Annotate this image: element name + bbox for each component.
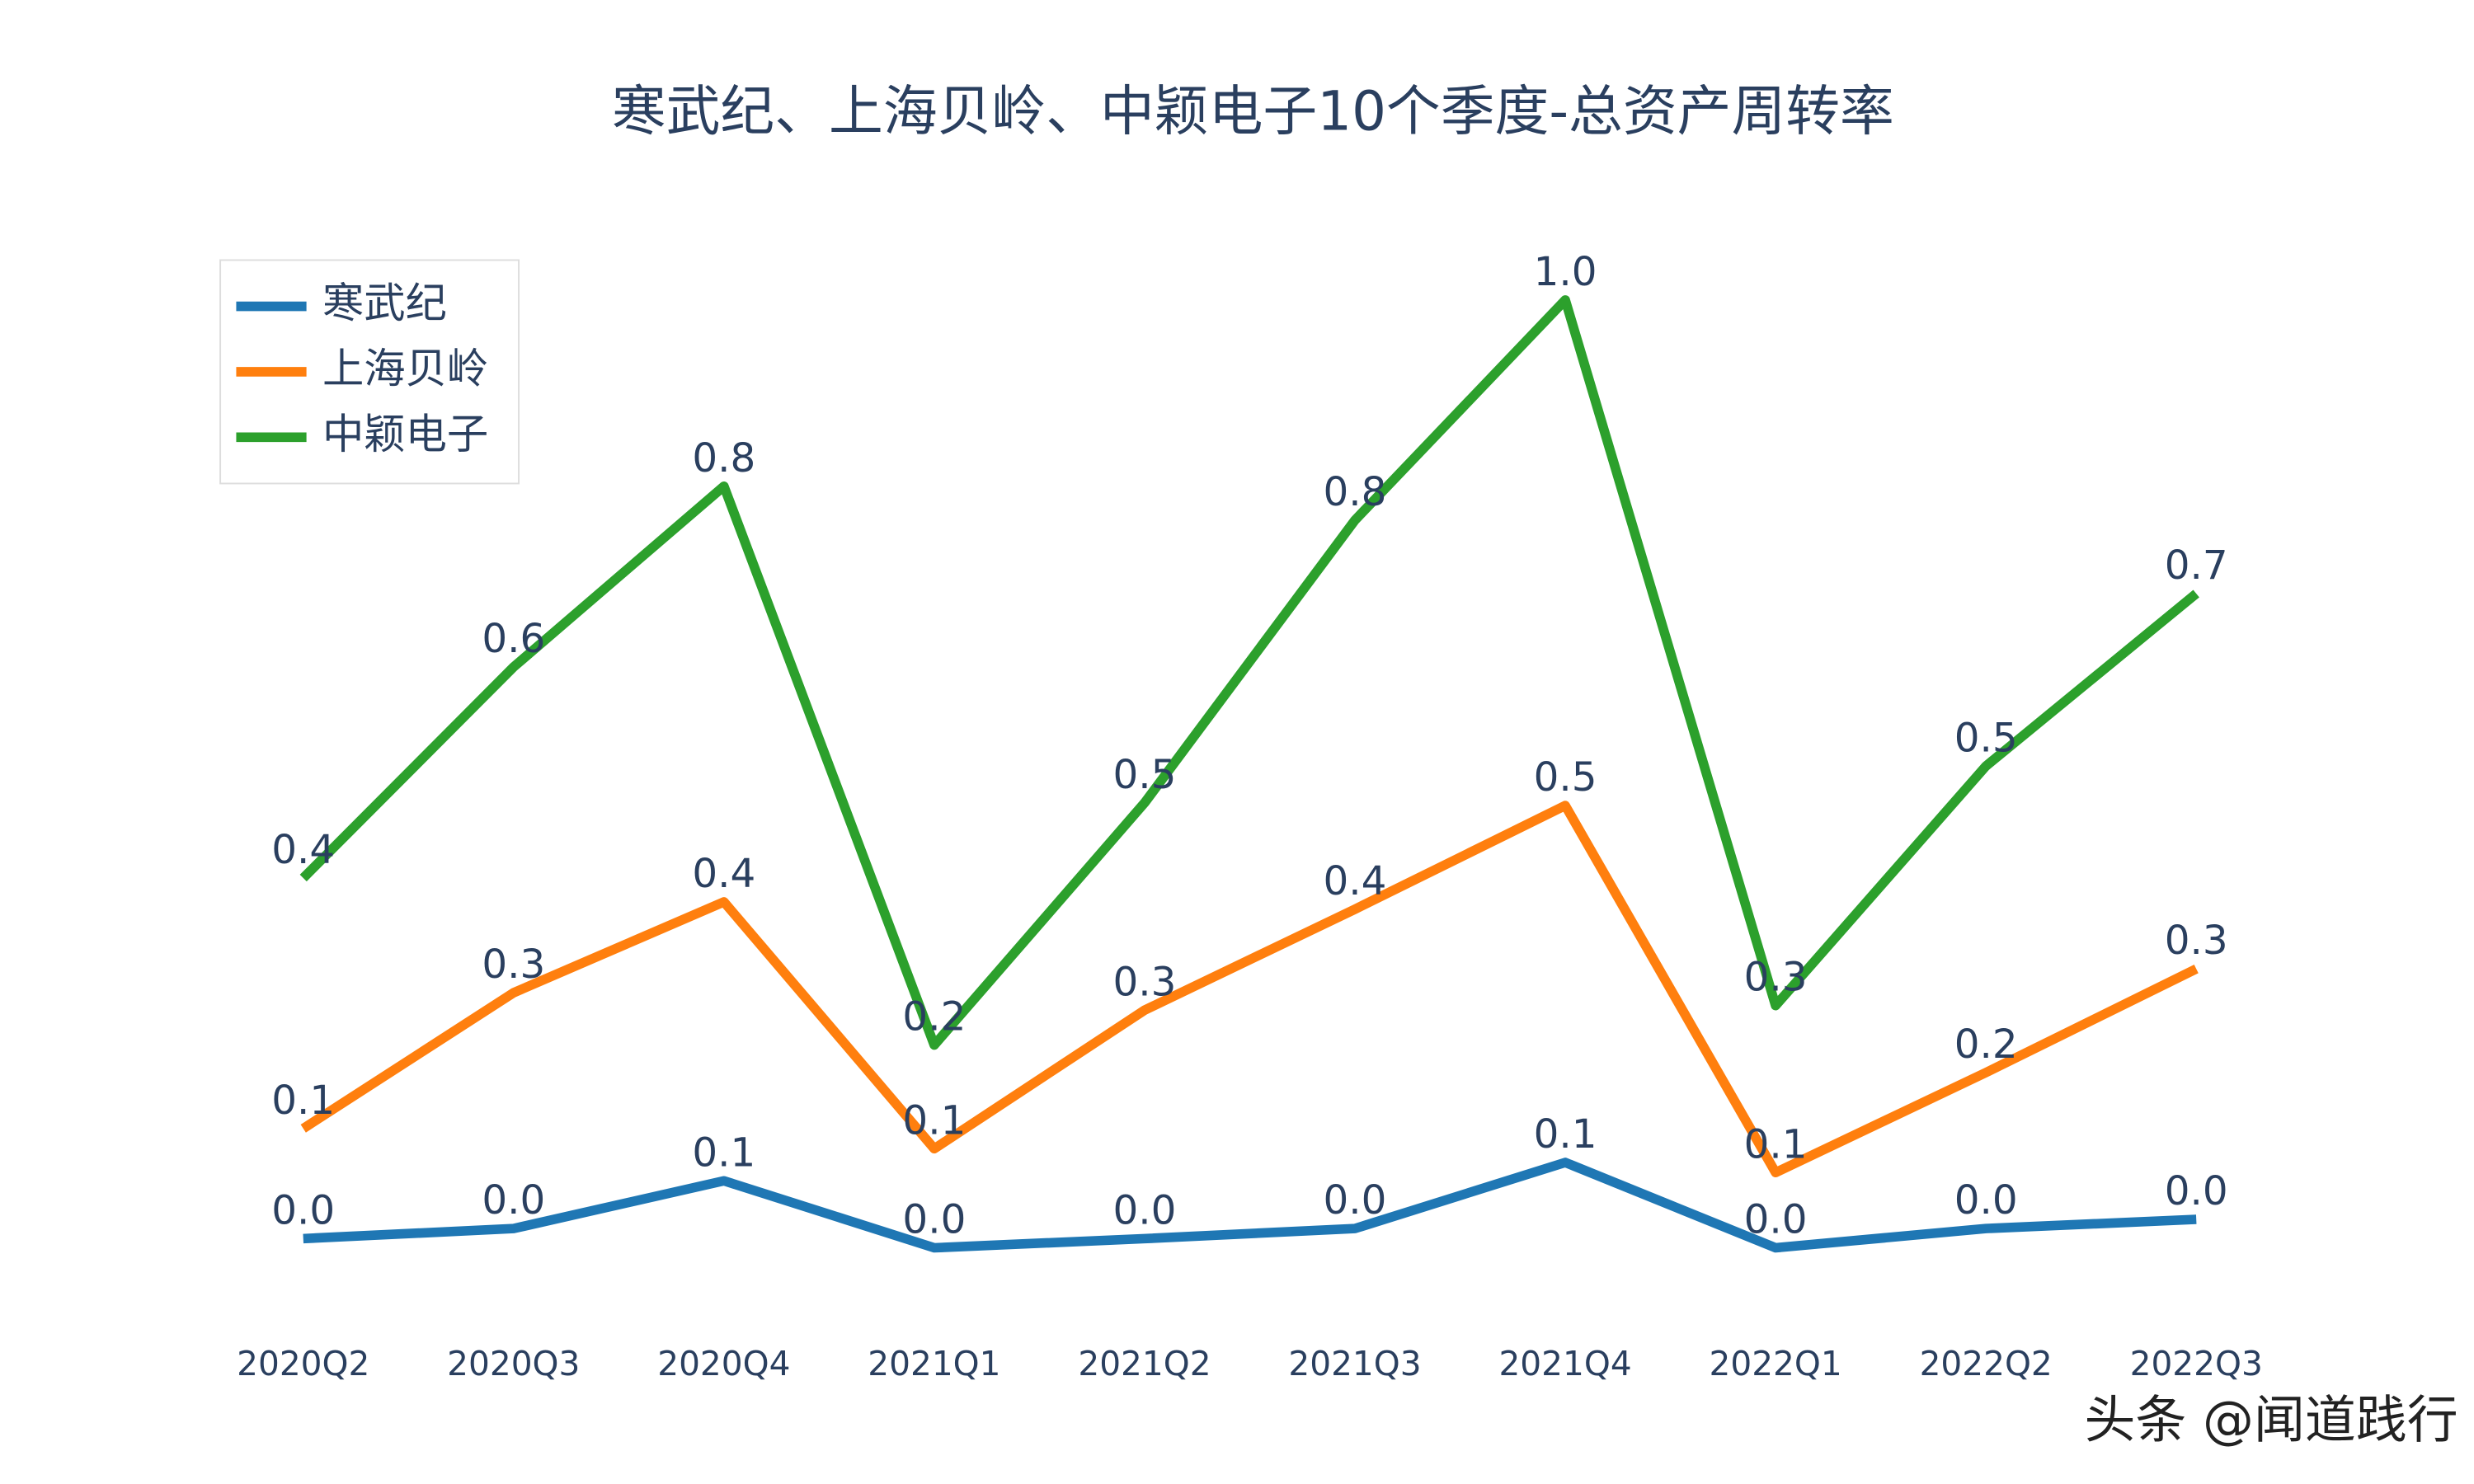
data-label: 0.5 (1534, 754, 1597, 801)
data-label: 0.0 (902, 1197, 966, 1243)
data-label: 0.1 (692, 1129, 755, 1176)
data-label: 0.1 (902, 1097, 966, 1144)
series-line (303, 1158, 2197, 1253)
data-label: 0.0 (482, 1177, 545, 1223)
x-tick-label: 2020Q4 (657, 1344, 790, 1383)
data-label: 0.1 (1534, 1111, 1597, 1158)
data-label: 0.1 (271, 1078, 335, 1124)
data-label: 0.6 (482, 616, 545, 662)
legend-label: 寒武纪 (322, 279, 447, 327)
data-label: 0.3 (1744, 955, 1808, 1001)
data-label: 0.8 (692, 435, 755, 481)
data-label: 0.8 (1324, 469, 1387, 515)
x-tick-label: 2021Q4 (1498, 1344, 1631, 1383)
data-label: 0.0 (1954, 1177, 2018, 1223)
data-label: 0.0 (1112, 1187, 1176, 1233)
series-line (300, 801, 2199, 1178)
legend-label: 上海贝岭 (322, 344, 488, 392)
data-label: 0.7 (2165, 542, 2228, 589)
data-label: 0.3 (1112, 959, 1176, 1005)
data-label: 0.2 (1954, 1021, 2018, 1068)
data-label: 0.0 (271, 1187, 335, 1233)
data-label: 0.3 (482, 942, 545, 988)
data-label: 0.3 (2165, 918, 2228, 964)
series-line (299, 295, 2199, 1050)
data-label: 0.0 (1324, 1177, 1387, 1223)
x-tick-label: 2022Q1 (1710, 1344, 1842, 1383)
x-tick-label: 2020Q3 (447, 1344, 580, 1383)
data-label: 0.4 (271, 827, 335, 873)
x-tick-label: 2021Q2 (1078, 1344, 1211, 1383)
data-label: 0.0 (2165, 1168, 2228, 1214)
data-label: 0.4 (1324, 858, 1387, 904)
x-tick-label: 2020Q2 (237, 1344, 369, 1383)
data-label: 0.5 (1954, 715, 2018, 761)
data-label: 0.0 (1744, 1197, 1808, 1243)
x-tick-label: 2022Q2 (1920, 1344, 2053, 1383)
watermark: 头条 @闻道践行 (2085, 1391, 2458, 1450)
data-label: 0.4 (692, 851, 755, 897)
data-label: 0.5 (1112, 752, 1176, 798)
chart-title: 寒武纪、上海贝岭、中颖电子10个季度-总资产周转率 (612, 79, 1894, 143)
x-tick-label: 2021Q3 (1288, 1344, 1421, 1383)
x-tick-label: 2022Q3 (2130, 1344, 2263, 1383)
data-label: 0.2 (902, 994, 966, 1040)
data-label: 1.0 (1534, 249, 1597, 295)
legend-label: 中颖电子 (322, 410, 488, 458)
data-label: 0.1 (1744, 1121, 1808, 1167)
x-tick-label: 2021Q1 (868, 1344, 1000, 1383)
